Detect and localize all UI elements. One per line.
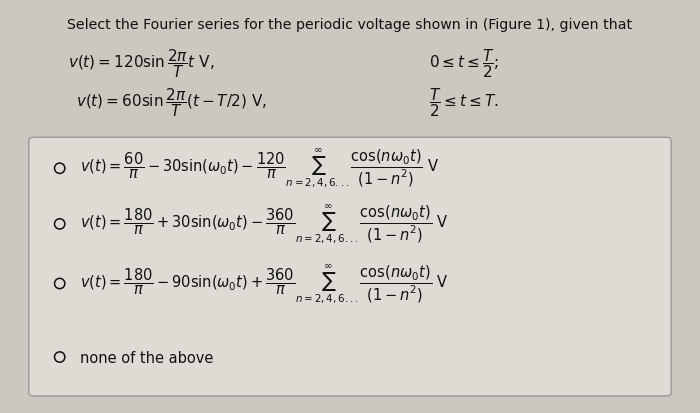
Text: $v(t) = \dfrac{180}{\pi} - 90\sin(\omega_0 t) + \dfrac{360}{\pi}\sum_{n=2,4,6...: $v(t) = \dfrac{180}{\pi} - 90\sin(\omega… bbox=[80, 263, 449, 305]
Text: $\dfrac{T}{2} \leq t \leq T.$: $\dfrac{T}{2} \leq t \leq T.$ bbox=[429, 86, 499, 119]
FancyBboxPatch shape bbox=[29, 138, 671, 396]
Text: Select the Fourier series for the periodic voltage shown in (Figure 1), given th: Select the Fourier series for the period… bbox=[67, 18, 633, 32]
Text: $v(t) = 60\sin\dfrac{2\pi}{T}(t-T/2)\ \mathrm{V},$: $v(t) = 60\sin\dfrac{2\pi}{T}(t-T/2)\ \m… bbox=[76, 86, 267, 119]
Text: $v(t) = 120\sin\dfrac{2\pi}{T}t\ \mathrm{V},$: $v(t) = 120\sin\dfrac{2\pi}{T}t\ \mathrm… bbox=[69, 47, 215, 79]
Text: $v(t) = \dfrac{60}{\pi} - 30\sin(\omega_0 t) - \dfrac{120}{\pi}\sum_{n=2,4,6...}: $v(t) = \dfrac{60}{\pi} - 30\sin(\omega_… bbox=[80, 148, 439, 190]
Text: none of the above: none of the above bbox=[80, 350, 214, 365]
Text: $v(t) = \dfrac{180}{\pi} + 30\sin(\omega_0 t) - \dfrac{360}{\pi}\sum_{n=2,4,6...: $v(t) = \dfrac{180}{\pi} + 30\sin(\omega… bbox=[80, 203, 449, 245]
Text: $0 \leq t \leq \dfrac{T}{2};$: $0 \leq t \leq \dfrac{T}{2};$ bbox=[429, 47, 499, 79]
